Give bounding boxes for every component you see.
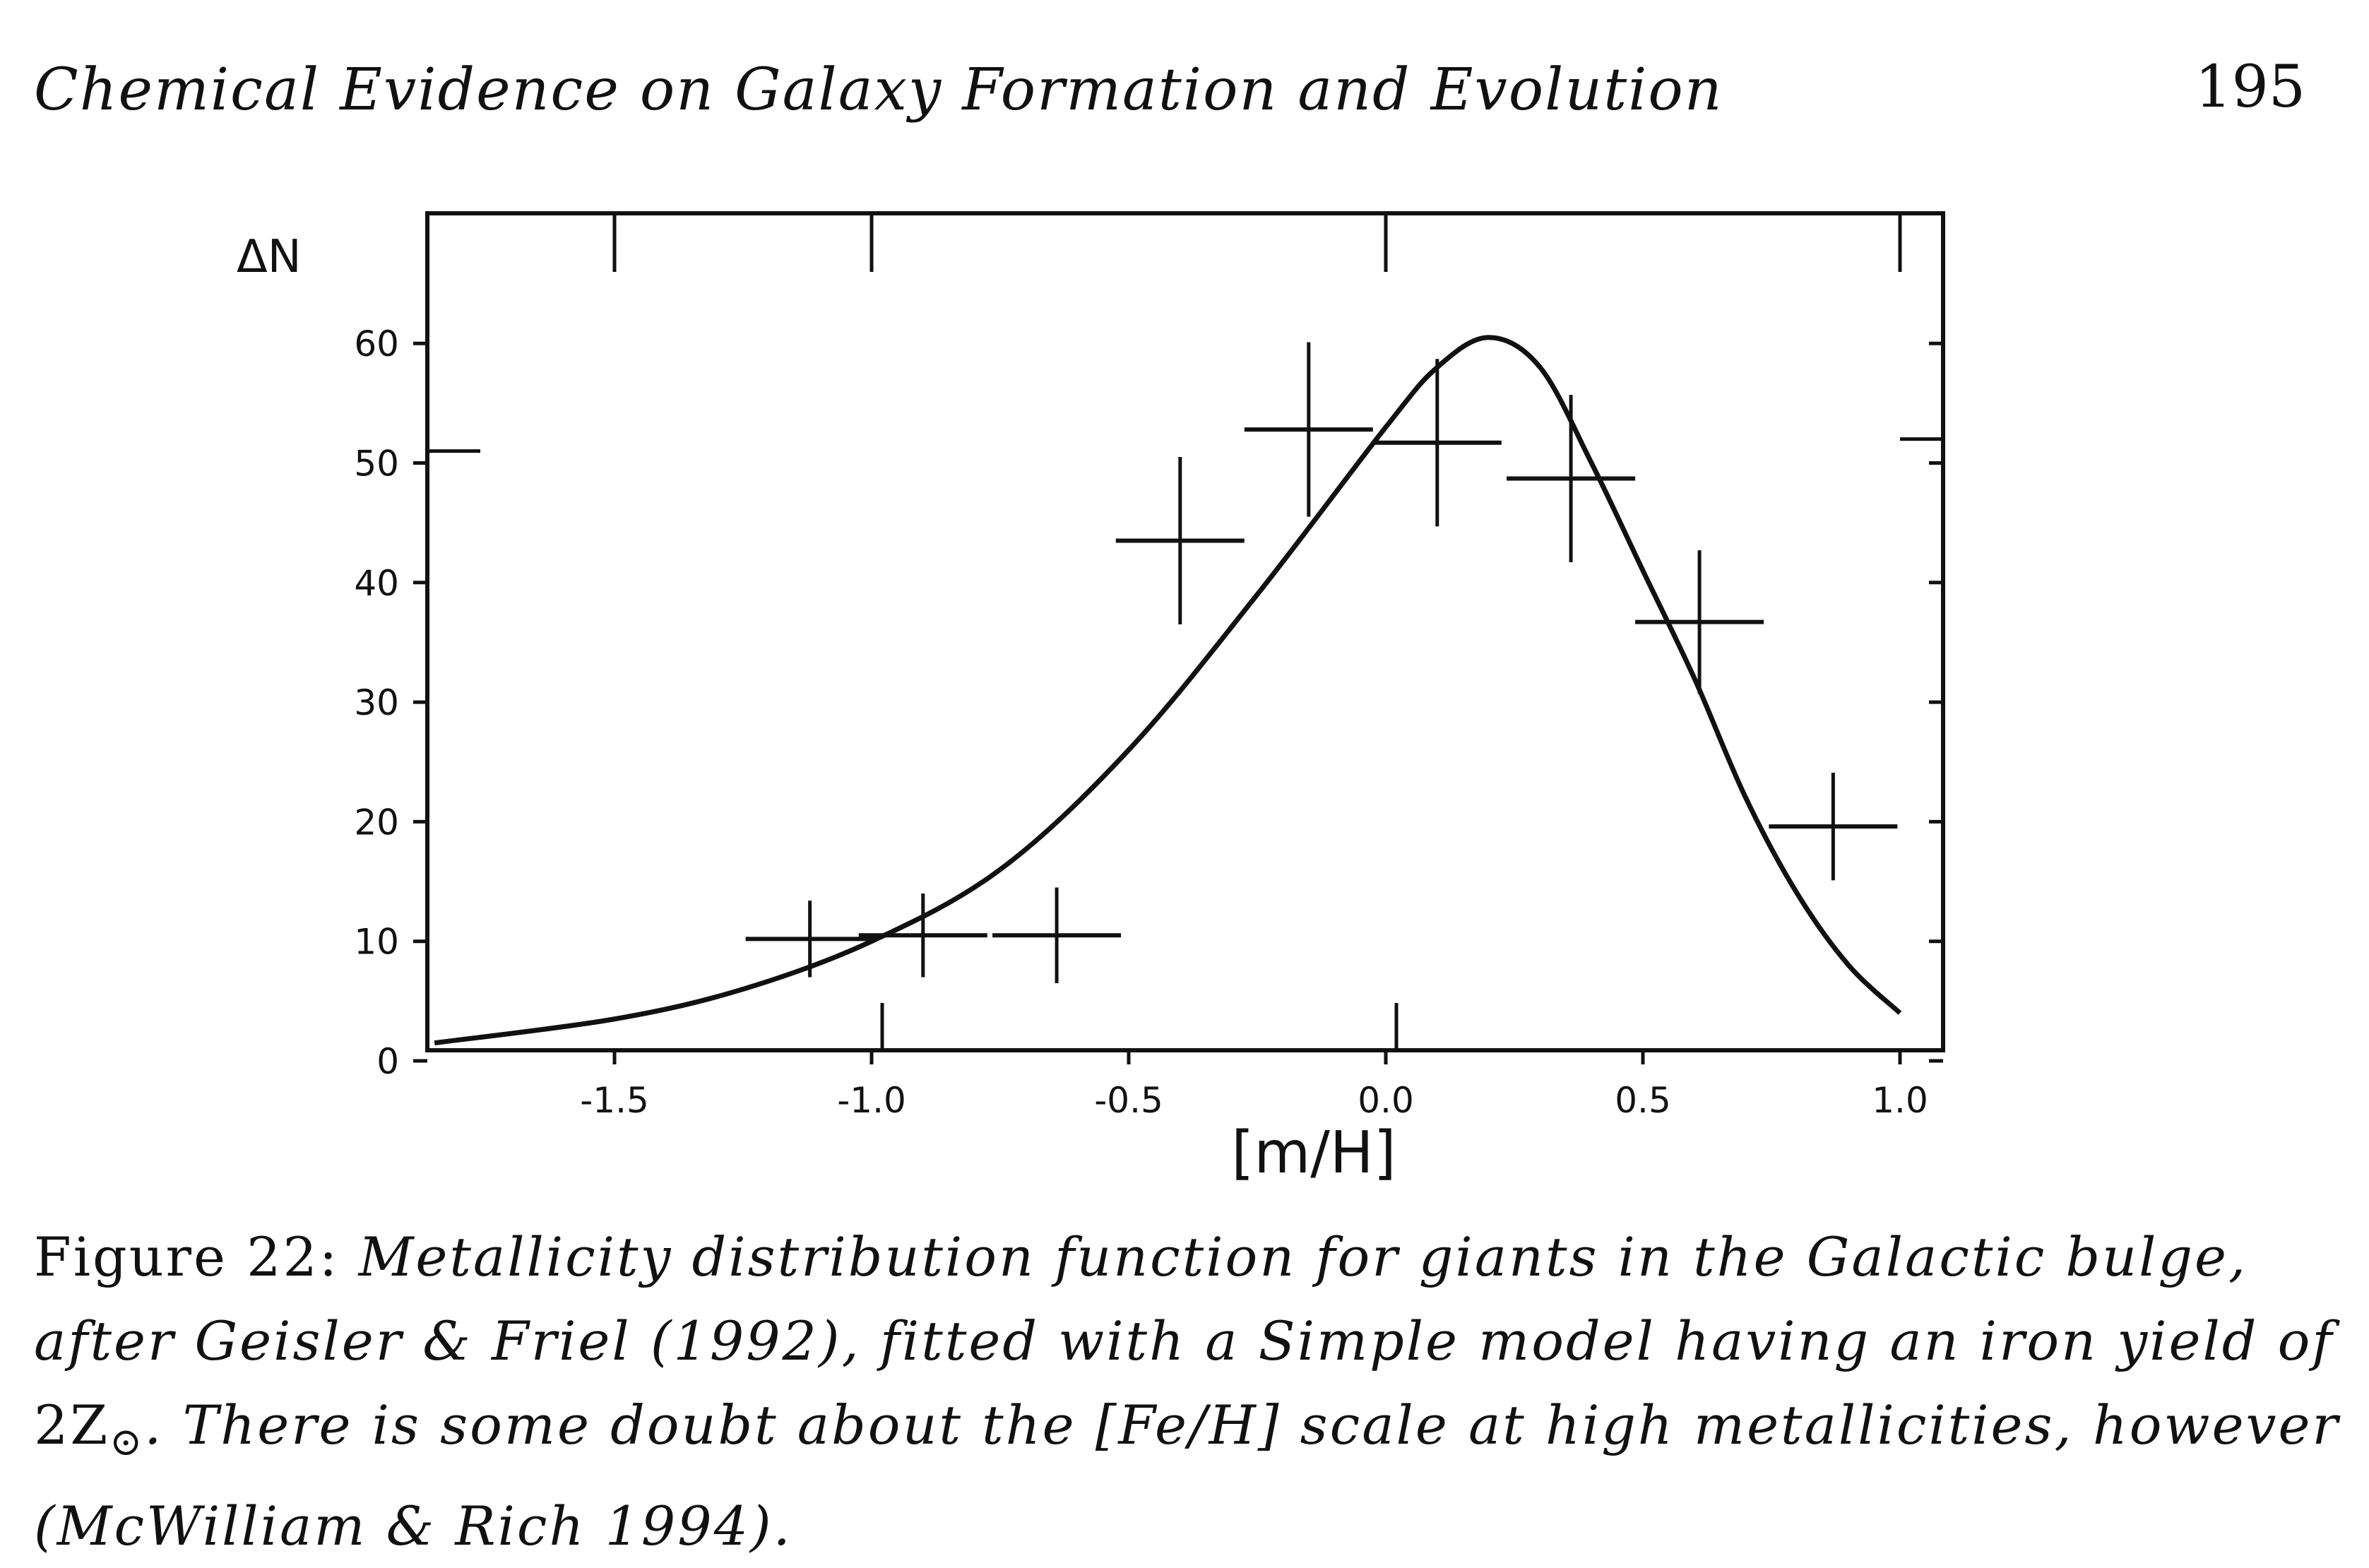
figure-caption: Figure 22: Metallicity distribution func… — [34, 1215, 2344, 1568]
x-tick-label: -1.0 — [837, 1080, 906, 1121]
x-tick-label: 0.0 — [1358, 1080, 1414, 1121]
y-tick-label: 0 — [376, 1041, 399, 1082]
x-tick-label: -0.5 — [1094, 1080, 1163, 1121]
y-tick-label: 60 — [354, 323, 399, 364]
model-curve — [434, 335, 1902, 1046]
y-tick-label: 30 — [354, 682, 399, 723]
x-tick-label: -1.5 — [580, 1080, 649, 1121]
y-tick-label: 50 — [354, 444, 399, 485]
sun-symbol: ⊙ — [109, 1419, 145, 1465]
y-axis-title: ΔN — [237, 231, 302, 283]
caption-text-1: Metallicity distribution function for gi… — [34, 1225, 2334, 1372]
page-number: 195 — [2195, 54, 2305, 121]
running-title: Chemical Evidence on Galaxy Formation an… — [34, 57, 1723, 124]
y-tick-label: 20 — [354, 802, 399, 843]
x-tick-label: 0.5 — [1615, 1080, 1671, 1121]
caption-yield: 2Z — [34, 1394, 110, 1456]
caption-text-2: . There is some doubt about the [Fe/H] s… — [34, 1394, 2340, 1558]
x-axis-title: [m/H] — [1231, 1119, 1396, 1187]
plot-frame — [425, 211, 1945, 1052]
x-tick-label: 1.0 — [1872, 1080, 1928, 1121]
y-tick-label: 10 — [354, 922, 399, 963]
caption-label: Figure 22: — [34, 1225, 340, 1288]
y-tick-label: 40 — [354, 563, 399, 604]
